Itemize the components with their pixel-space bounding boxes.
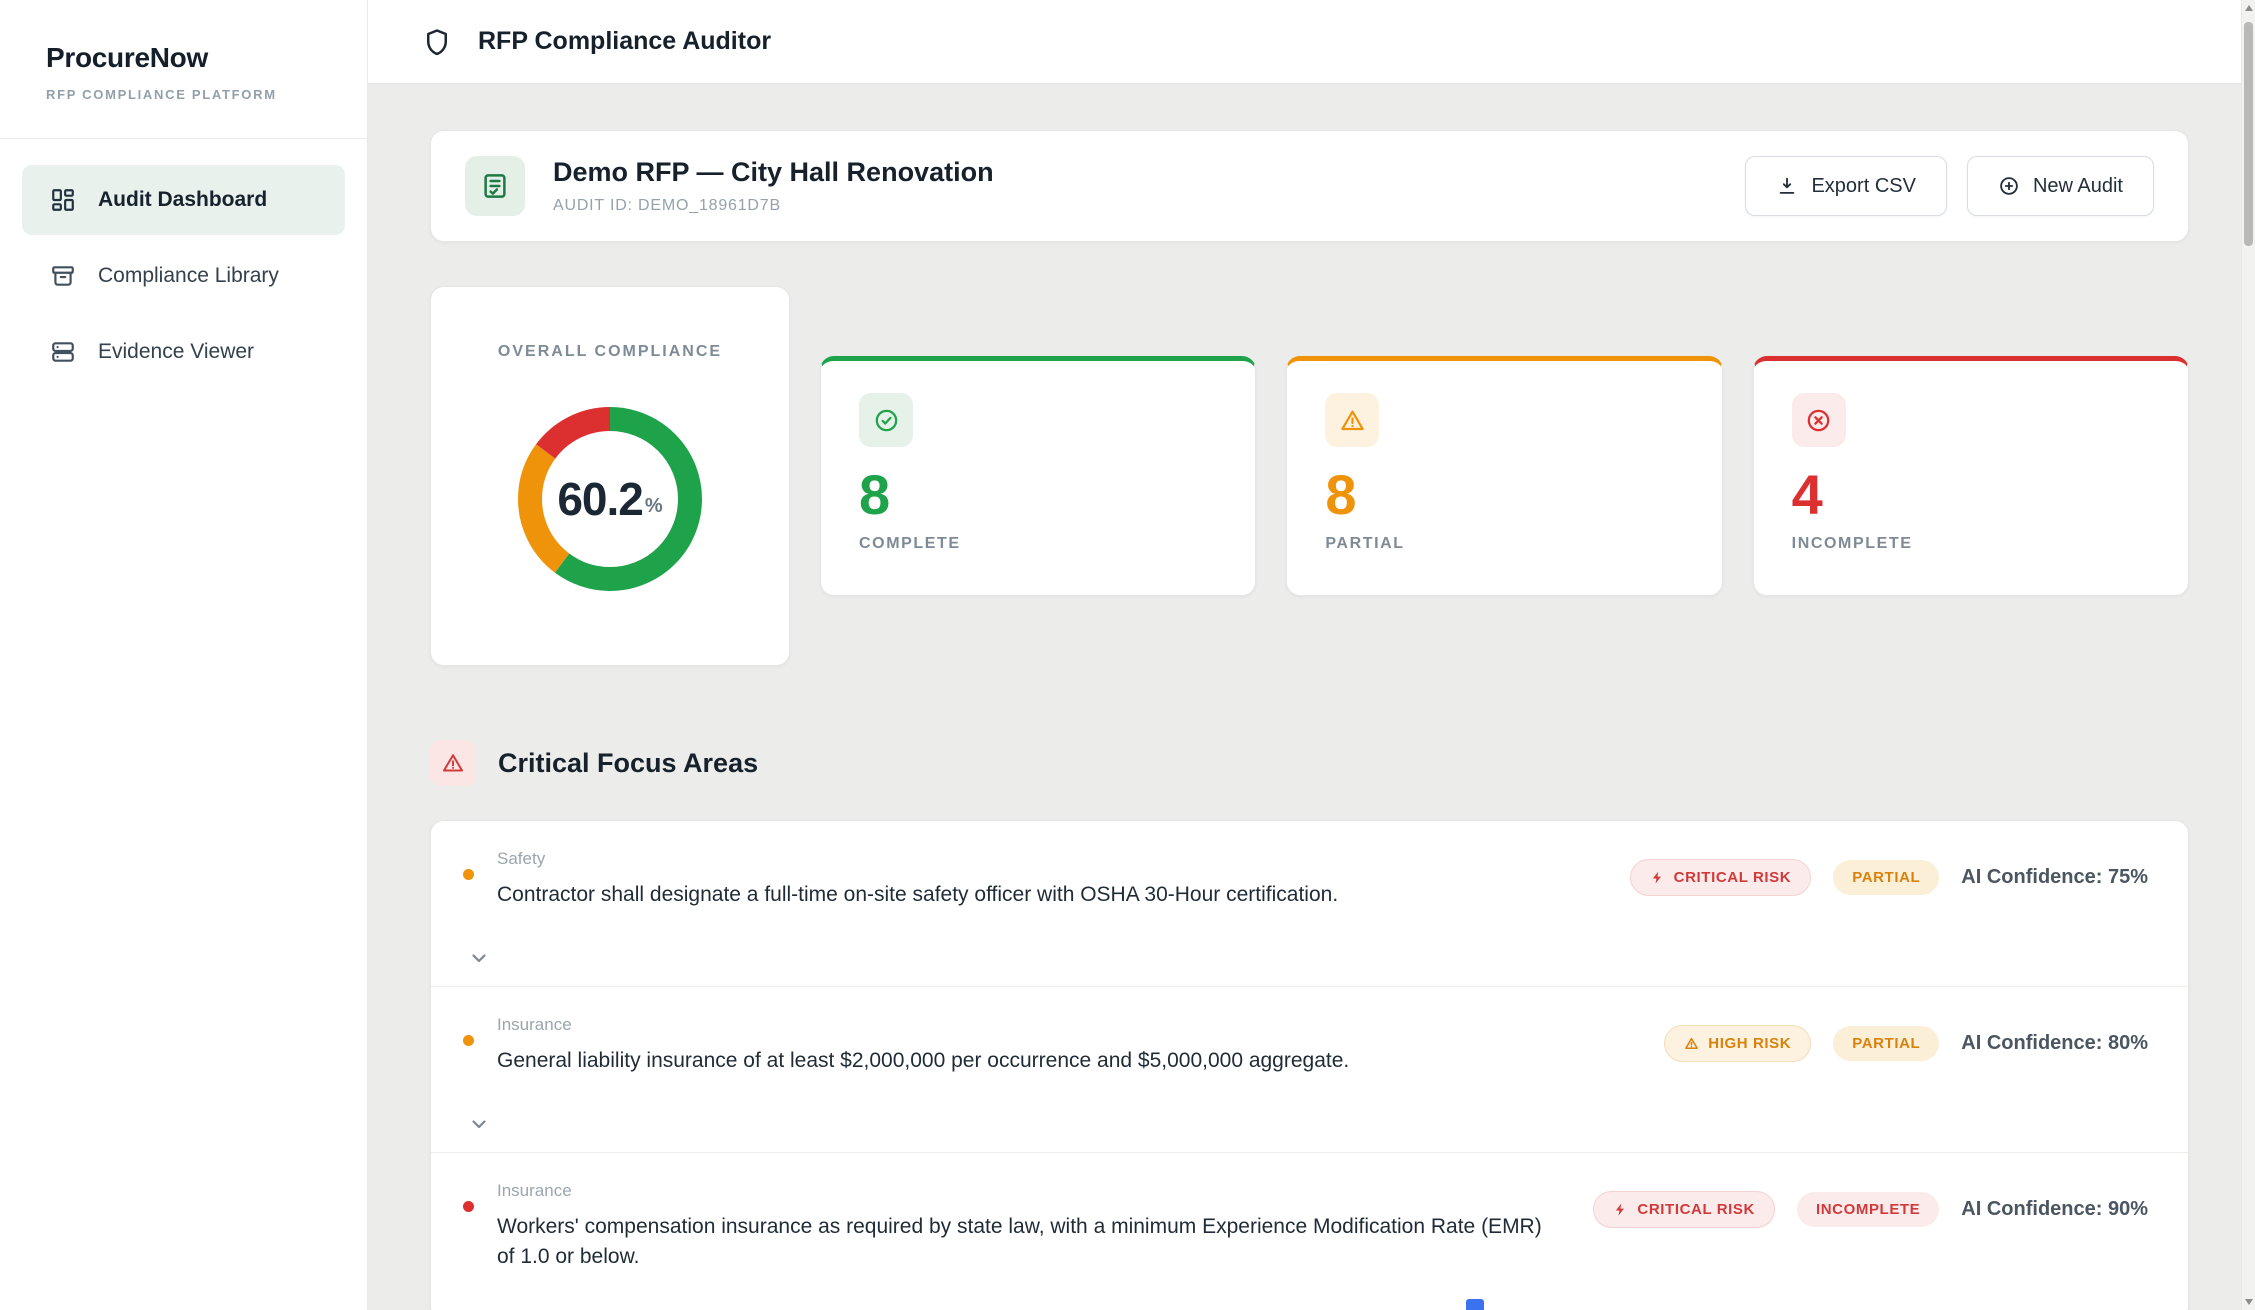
page-title: RFP Compliance Auditor	[478, 27, 772, 55]
warning-triangle-icon	[430, 740, 476, 786]
requirement-meta: HIGH RISK PARTIAL AI Confidence: 80%	[1664, 1025, 2148, 1062]
status-badge: PARTIAL	[1833, 860, 1940, 895]
chevron-down-icon[interactable]	[467, 946, 491, 970]
requirement-row[interactable]: Insurance Workers' compensation insuranc…	[431, 1153, 2188, 1310]
sidebar-item-label: Compliance Library	[98, 264, 279, 287]
critical-focus-card: Safety Contractor shall designate a full…	[430, 820, 2189, 1310]
donut-segment-incomplete	[518, 407, 702, 591]
shield-icon	[422, 27, 452, 57]
warning-triangle-icon	[1685, 1037, 1699, 1049]
plus-circle-icon	[2000, 177, 2018, 195]
chevron-down-icon[interactable]	[467, 1112, 491, 1136]
risk-badge-label: HIGH RISK	[1708, 1035, 1792, 1052]
compliance-card-title: OVERALL COMPLIANCE	[497, 343, 723, 360]
warning-triangle-icon	[1325, 393, 1380, 447]
check-circle-icon	[859, 393, 913, 447]
sidebar-item-label: Audit Dashboard	[98, 188, 268, 211]
archive-box-icon	[50, 263, 76, 289]
incomplete-count: 4	[1791, 463, 1823, 526]
requirement-text: Contractor shall designate a full-time o…	[497, 883, 1339, 906]
bolt-icon	[1652, 871, 1661, 884]
status-dot	[463, 1035, 474, 1046]
stat-card-incomplete: 4 INCOMPLETE	[1752, 356, 2189, 596]
complete-label: COMPLETE	[859, 535, 961, 552]
risk-badge: HIGH RISK	[1664, 1025, 1812, 1062]
sidebar-item-audit-dashboard[interactable]: Audit Dashboard	[22, 165, 345, 235]
new-audit-label: New Audit	[2032, 174, 2123, 197]
ai-confidence: AI Confidence: 75%	[1961, 866, 2148, 888]
requirement-category: Insurance	[497, 1181, 572, 1200]
audit-actions: Export CSV New Audit	[1745, 156, 2154, 216]
audit-title: Demo RFP — City Hall Renovation	[553, 157, 994, 187]
donut-center-label: 60.2 %	[510, 399, 710, 599]
scroll-up-arrow[interactable]	[2242, 0, 2255, 16]
dashboard-grid-icon	[50, 187, 76, 213]
scroll-down-arrow[interactable]	[2242, 1294, 2255, 1310]
risk-badge-label: CRITICAL RISK	[1673, 869, 1792, 886]
stat-card-complete: 8 COMPLETE	[820, 356, 1257, 596]
brand-block: ProcureNow RFP COMPLIANCE PLATFORM	[0, 0, 367, 139]
overall-compliance-card: OVERALL COMPLIANCE 60.2 %	[430, 286, 790, 666]
compliance-percent-sign: %	[644, 494, 663, 517]
audit-id: AUDIT ID: DEMO_18961D7B	[553, 197, 781, 214]
new-audit-button[interactable]: New Audit	[1966, 156, 2154, 216]
partial-label: PARTIAL	[1325, 535, 1405, 552]
audit-title-block: Demo RFP — City Hall Renovation AUDIT ID…	[553, 157, 994, 215]
sidebar: ProcureNow RFP COMPLIANCE PLATFORM Audit…	[0, 0, 368, 1310]
content-area: Demo RFP — City Hall Renovation AUDIT ID…	[368, 84, 2241, 1310]
download-icon	[1780, 177, 1795, 194]
requirement-category: Insurance	[497, 1015, 572, 1034]
document-check-icon	[465, 156, 525, 216]
ai-confidence: AI Confidence: 90%	[1961, 1198, 2148, 1220]
topbar: RFP Compliance Auditor	[368, 0, 2241, 84]
critical-focus-header: Critical Focus Areas	[430, 740, 2189, 786]
section-title: Critical Focus Areas	[498, 747, 759, 778]
scrollbar-thumb[interactable]	[2244, 22, 2253, 246]
status-badge: PARTIAL	[1833, 1026, 1940, 1061]
compliance-donut-chart: 60.2 %	[510, 399, 710, 599]
requirement-category: Safety	[497, 849, 546, 868]
requirement-text: General liability insurance of at least …	[497, 1049, 1350, 1072]
donut-svg	[518, 407, 702, 591]
risk-badge-label: CRITICAL RISK	[1637, 1201, 1755, 1218]
requirement-meta: CRITICAL RISK PARTIAL AI Confidence: 75%	[1629, 859, 2148, 896]
sidebar-item-evidence-viewer[interactable]: Evidence Viewer	[22, 317, 345, 387]
partially-visible-blue-element[interactable]	[1466, 1299, 1484, 1310]
requirement-meta: CRITICAL RISK INCOMPLETE AI Confidence: …	[1593, 1191, 2148, 1228]
stacked-rows-icon	[50, 339, 76, 365]
sidebar-nav: Audit Dashboard Compliance Library Evide…	[0, 139, 367, 413]
export-csv-label: Export CSV	[1811, 174, 1916, 197]
main-column: RFP Compliance Auditor Demo RFP — City H…	[368, 0, 2241, 1310]
incomplete-label: INCOMPLETE	[1791, 535, 1913, 552]
stat-card-partial: 8 PARTIAL	[1286, 356, 1723, 596]
vertical-scrollbar	[2241, 0, 2255, 1310]
status-dot	[463, 869, 474, 880]
status-badge: INCOMPLETE	[1796, 1192, 1940, 1227]
brand-name: ProcureNow	[46, 42, 208, 73]
complete-count: 8	[859, 463, 891, 526]
requirement-row[interactable]: Insurance General liability insurance of…	[431, 987, 2188, 1153]
partial-count: 8	[1325, 463, 1357, 526]
donut-segment-partial	[518, 407, 702, 591]
export-csv-button[interactable]: Export CSV	[1745, 156, 1947, 216]
x-circle-icon	[1791, 393, 1846, 447]
status-dot	[463, 1201, 474, 1212]
compliance-percentage: 60.2	[557, 473, 644, 525]
stats-row: OVERALL COMPLIANCE 60.2 %	[430, 286, 2189, 666]
bolt-icon	[1616, 1203, 1625, 1216]
requirement-text: Workers' compensation insurance as requi…	[497, 1215, 1542, 1269]
risk-badge: CRITICAL RISK	[1629, 859, 1812, 896]
brand-tagline: RFP COMPLIANCE PLATFORM	[46, 87, 277, 102]
sidebar-item-compliance-library[interactable]: Compliance Library	[22, 241, 345, 311]
requirement-row[interactable]: Safety Contractor shall designate a full…	[431, 821, 2188, 987]
ai-confidence: AI Confidence: 80%	[1961, 1032, 2148, 1054]
audit-header-card: Demo RFP — City Hall Renovation AUDIT ID…	[430, 130, 2189, 242]
risk-badge: CRITICAL RISK	[1593, 1191, 1775, 1228]
sidebar-item-label: Evidence Viewer	[98, 340, 255, 363]
